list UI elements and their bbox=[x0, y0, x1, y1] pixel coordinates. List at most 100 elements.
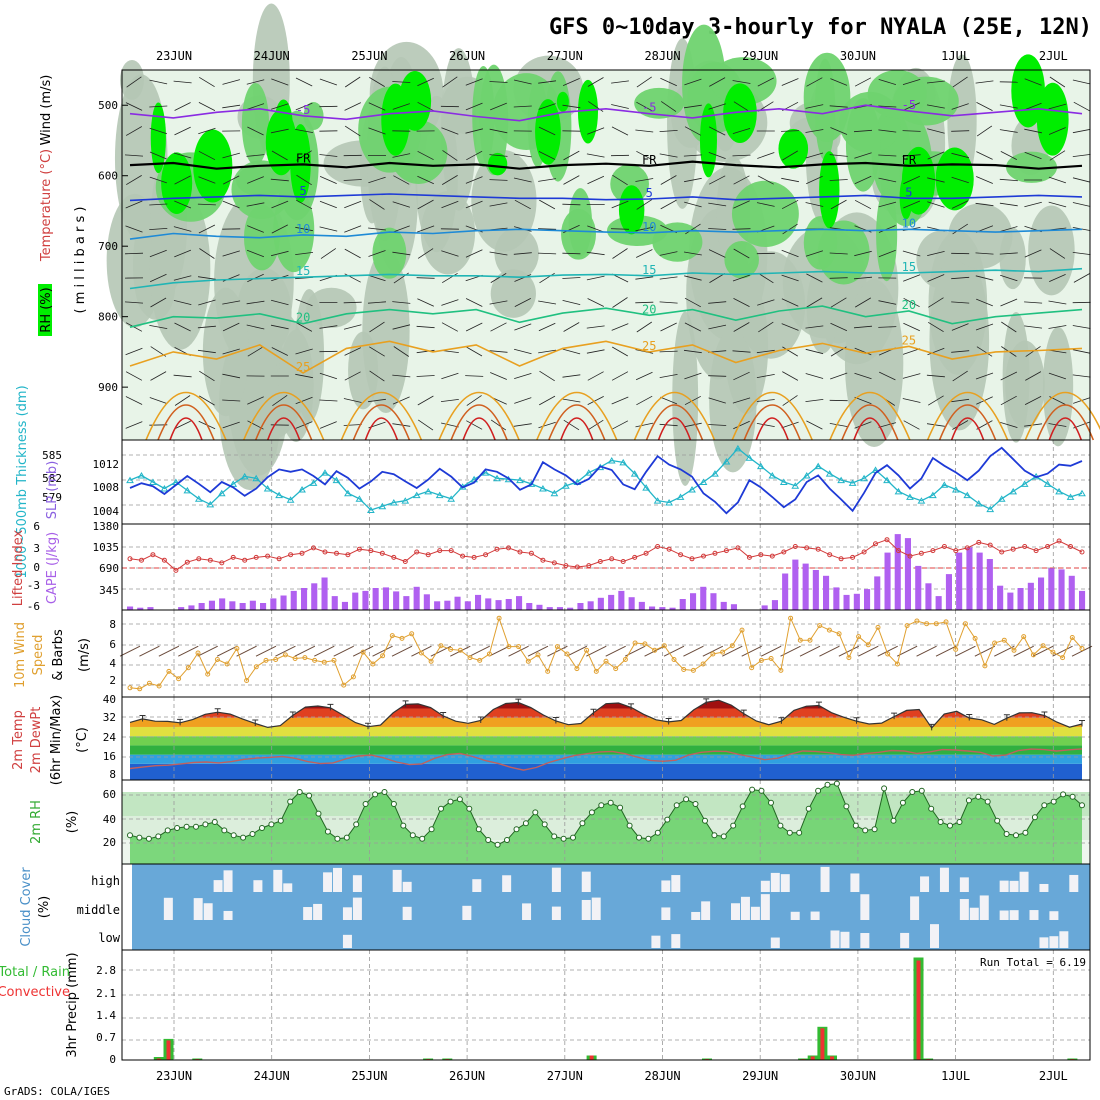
wind-barb bbox=[442, 76, 458, 88]
wind-barb bbox=[417, 77, 434, 87]
wind-barb bbox=[368, 176, 386, 184]
wind-barb bbox=[1048, 201, 1067, 208]
cape-bar bbox=[567, 607, 574, 610]
wind-speed-line bbox=[129, 616, 1083, 690]
lifted-index-point bbox=[701, 553, 706, 559]
wind-speed-point bbox=[1069, 635, 1075, 640]
temp-maxmin-marker bbox=[289, 711, 296, 718]
cape-bar bbox=[577, 603, 584, 610]
rh2m-point bbox=[928, 805, 935, 812]
wind-barb bbox=[343, 424, 362, 426]
wind-barb bbox=[635, 178, 654, 182]
cape-bar bbox=[659, 607, 666, 610]
isotherm-label: FR bbox=[296, 151, 311, 165]
wind-speed-point bbox=[972, 635, 978, 641]
isotherm-label: 20 bbox=[296, 311, 310, 325]
rh2m-point bbox=[211, 819, 218, 825]
thickness-point bbox=[401, 497, 410, 504]
thickness-point bbox=[481, 469, 490, 476]
wind-barb bbox=[271, 103, 289, 110]
cape-bar bbox=[915, 565, 922, 610]
wind-barb bbox=[612, 248, 628, 259]
wind-barb bbox=[878, 177, 897, 183]
rh2m-point bbox=[1050, 798, 1057, 805]
rh2m-point bbox=[579, 820, 586, 827]
cloud-gap bbox=[790, 911, 800, 920]
wind-barb bbox=[416, 277, 435, 279]
lifted-index-point bbox=[964, 545, 970, 551]
isotherm-40-loop bbox=[462, 417, 496, 441]
wind-barb bbox=[539, 199, 556, 210]
wind-barb-10m bbox=[178, 645, 199, 657]
cape-bar bbox=[1007, 592, 1014, 610]
wind-barb bbox=[198, 76, 215, 88]
wind-barb bbox=[635, 371, 653, 381]
wind-barb bbox=[514, 397, 532, 404]
cloud-gap bbox=[840, 931, 850, 948]
cape-bar bbox=[536, 604, 543, 610]
isotherm-35-loop bbox=[352, 404, 411, 441]
rh2m-point bbox=[485, 837, 492, 843]
rh-shade-high bbox=[723, 83, 757, 143]
wind-barb bbox=[951, 323, 969, 331]
wind-barb bbox=[392, 153, 411, 158]
wind-barb bbox=[295, 226, 313, 232]
cloud-gap bbox=[930, 924, 939, 948]
rh2m-point bbox=[918, 787, 925, 794]
wind-barb bbox=[611, 104, 629, 109]
wind-barb-10m bbox=[916, 645, 937, 657]
wind-barb bbox=[222, 348, 240, 355]
cloud-gap bbox=[959, 899, 969, 920]
isotherm-40-loop bbox=[1048, 417, 1083, 441]
wind-barb bbox=[757, 272, 774, 284]
cape-bar bbox=[485, 598, 492, 610]
lifted-index-point bbox=[356, 546, 362, 552]
cape-bar bbox=[720, 601, 727, 610]
isotherm-40-loop bbox=[657, 417, 692, 441]
cloud-gap bbox=[502, 875, 512, 892]
rh2m-point bbox=[1060, 791, 1067, 798]
wind-barb bbox=[222, 399, 241, 402]
rh2m-point bbox=[221, 827, 228, 834]
cloud-gap bbox=[203, 903, 213, 920]
rh-shade-grey bbox=[106, 193, 164, 328]
wind-barb bbox=[174, 200, 192, 209]
thickness-point bbox=[263, 485, 272, 492]
wind-barb bbox=[853, 276, 873, 280]
wind-barb bbox=[927, 321, 944, 333]
thickness-point bbox=[883, 476, 891, 484]
wind-barb bbox=[198, 127, 216, 135]
date-tick-bottom: 24JUN bbox=[254, 1069, 290, 1083]
lifted-index-point bbox=[334, 550, 339, 556]
wind-barb bbox=[878, 79, 897, 85]
temp-maxmin-marker bbox=[477, 716, 484, 724]
wind-speed-point bbox=[496, 615, 502, 621]
rh-shade-grey bbox=[806, 263, 839, 354]
rh-shade-high bbox=[150, 102, 166, 174]
cape-bar bbox=[700, 586, 707, 610]
wind-barb bbox=[563, 419, 580, 431]
rh2m-point bbox=[805, 805, 812, 812]
wind-barb bbox=[149, 151, 167, 160]
wind-barb bbox=[295, 129, 314, 133]
lifted-index-point bbox=[276, 556, 282, 562]
thickness-point bbox=[814, 462, 823, 470]
precip-convective-bar bbox=[916, 960, 921, 1060]
precip-convective-bar bbox=[166, 1040, 171, 1060]
wind-barb bbox=[222, 200, 240, 209]
cape-bar bbox=[516, 596, 523, 610]
wind-barb-10m bbox=[1013, 645, 1034, 657]
wind-barb bbox=[222, 421, 240, 429]
cape-bar bbox=[823, 575, 830, 610]
temp-maxmin-marker bbox=[1003, 714, 1010, 721]
wind-barb-10m bbox=[158, 645, 180, 657]
wind-barb bbox=[173, 374, 192, 378]
rh2m-point bbox=[475, 826, 482, 833]
wind-barb bbox=[636, 76, 652, 88]
wind-barb bbox=[587, 419, 604, 431]
rh2m-point bbox=[193, 823, 199, 830]
wind-barb bbox=[271, 250, 289, 257]
wind-speed-point bbox=[137, 686, 143, 692]
lifted-index-point bbox=[792, 544, 798, 549]
thickness-point bbox=[607, 457, 616, 464]
